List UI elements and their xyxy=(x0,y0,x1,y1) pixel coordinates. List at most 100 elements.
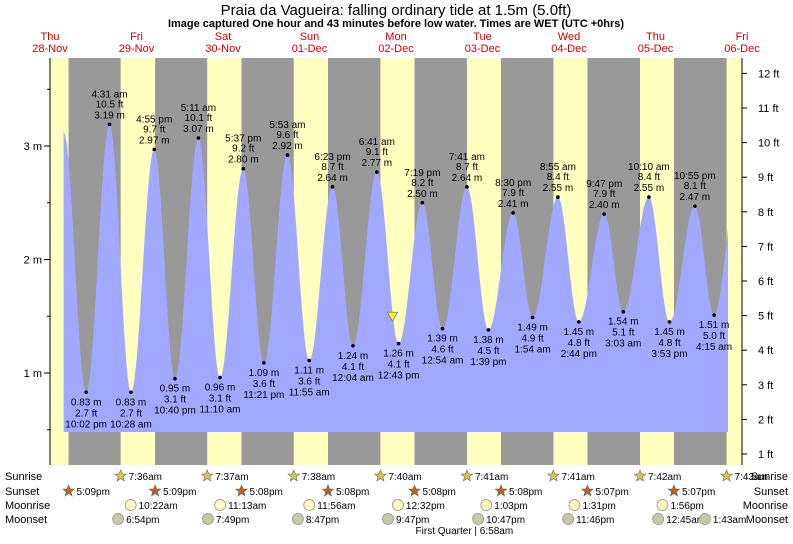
tide-point xyxy=(307,358,311,363)
tide-low-metres-label: 0.83 m xyxy=(116,397,147,408)
sunrise-icon xyxy=(287,469,301,482)
tide-high-metres-label: 2.55 m xyxy=(543,183,574,194)
tide-low-feet-label: 4.1 ft xyxy=(342,362,364,373)
tide-high-time-label: 6:23 pm xyxy=(314,152,350,163)
tide-high-time-label: 8:55 am xyxy=(540,162,576,173)
tide-high-metres-label: 2.92 m xyxy=(272,141,303,152)
tide-low-feet-label: 4.5 ft xyxy=(477,346,499,357)
tide-high-time-label: 5:53 am xyxy=(269,120,305,131)
tide-high-metres-label: 2.41 m xyxy=(498,199,529,210)
row-label-left-moonset: Moonset xyxy=(5,514,47,526)
right-axis-label: 2 ft xyxy=(758,414,773,426)
tide-low-feet-label: 4.8 ft xyxy=(568,338,590,349)
moonset-icon xyxy=(382,513,394,525)
day-name-label: Wed xyxy=(558,31,580,43)
tide-high-time-label: 7:19 pm xyxy=(404,168,440,179)
sunset-icon xyxy=(580,484,594,497)
sunset-icon xyxy=(494,484,508,497)
day-date-label: 04-Dec xyxy=(551,43,587,55)
moonrise-icon xyxy=(214,499,227,511)
tide-low-metres-label: 0.95 m xyxy=(160,384,191,395)
moonset-time: 9:47pm xyxy=(396,515,429,526)
sunset-time: 5:07pm xyxy=(682,487,715,498)
tide-low-time-label: 4:15 am xyxy=(696,342,732,353)
tide-low-metres-label: 1.49 m xyxy=(517,322,548,333)
day-date-label: 29-Nov xyxy=(119,43,155,55)
moonrise-icon xyxy=(124,499,137,511)
tide-point xyxy=(196,136,201,140)
day-name-label: Thu xyxy=(41,31,60,43)
tide-high-metres-label: 2.40 m xyxy=(589,200,620,211)
tide-point xyxy=(84,390,88,395)
tide-low-metres-label: 1.45 m xyxy=(654,327,685,338)
sunset-time: 5:07pm xyxy=(595,487,628,498)
moonset-time: 8:47pm xyxy=(306,515,339,526)
tide-point xyxy=(107,122,112,127)
moonrise-time: 1:03pm xyxy=(494,501,527,512)
tide-high-feet-label: 10.5 ft xyxy=(96,99,124,110)
current-level-marker xyxy=(386,311,399,323)
tide-low-metres-label: 1.26 m xyxy=(383,348,414,359)
tide-high-feet-label: 9.6 ft xyxy=(276,130,298,141)
sunset-icon xyxy=(62,484,76,497)
sunrise-icon xyxy=(720,469,734,482)
tide-area xyxy=(63,124,729,433)
sunset-time: 5:09pm xyxy=(77,487,110,498)
tide-point xyxy=(396,341,401,346)
tide-point xyxy=(556,195,560,199)
tide-high-time-label: 5:11 am xyxy=(181,103,216,114)
tide-high-time-label: 5:37 pm xyxy=(225,134,261,145)
moonset-time: 6:54pm xyxy=(126,515,159,526)
day-name-label: Mon xyxy=(385,31,406,43)
right-axis-label: 8 ft xyxy=(758,207,773,219)
moonrise-time: 1:31pm xyxy=(582,501,615,512)
tide-high-feet-label: 9.7 ft xyxy=(143,124,165,135)
tide-high-metres-label: 2.55 m xyxy=(634,183,665,194)
moonrise-time: 12:32pm xyxy=(406,501,445,512)
chart-title: Praia da Vagueira: falling ordinary tide… xyxy=(221,2,572,19)
moonrise-icon xyxy=(568,499,581,511)
tide-point xyxy=(712,313,716,317)
moonrise-time: 10:22am xyxy=(139,501,178,512)
right-axis-label: 1 ft xyxy=(758,449,773,461)
sunrise-time: 7:41am xyxy=(475,472,508,483)
sunrise-time: 7:41am xyxy=(561,472,594,483)
tide-low-feet-label: 2.7 ft xyxy=(120,408,142,419)
tide-low-metres-label: 0.83 m xyxy=(71,397,102,408)
tide-point xyxy=(330,185,335,189)
tide-high-time-label: 10:55 pm xyxy=(674,171,716,182)
moonset-icon xyxy=(652,513,665,525)
right-axis-label: 5 ft xyxy=(758,311,773,323)
tide-high-feet-label: 9.2 ft xyxy=(232,144,254,155)
tide-high-metres-label: 2.50 m xyxy=(407,189,438,200)
tide-high-feet-label: 8.4 ft xyxy=(547,172,569,183)
tide-point xyxy=(262,360,266,365)
tide-low-feet-label: 4.8 ft xyxy=(658,338,680,349)
tide-high-metres-label: 3.19 m xyxy=(94,110,125,121)
right-axis-label: 6 ft xyxy=(758,276,773,288)
tide-point xyxy=(241,166,246,171)
tide-low-time-label: 2:44 pm xyxy=(561,349,597,360)
day-name-label: Fri xyxy=(736,31,749,43)
tide-low-feet-label: 3.6 ft xyxy=(298,377,320,388)
tide-low-metres-label: 1.45 m xyxy=(564,327,595,338)
right-axis-label: 10 ft xyxy=(758,138,779,150)
moonset-icon xyxy=(202,513,214,525)
tide-point xyxy=(465,185,469,189)
moonset-time: 11:46pm xyxy=(576,515,614,526)
tide-low-time-label: 10:28 am xyxy=(110,419,152,430)
tide-low-metres-label: 1.54 m xyxy=(608,317,639,328)
tide-low-time-label: 3:03 am xyxy=(605,339,641,350)
tide-point xyxy=(693,204,697,208)
tide-low-metres-label: 1.39 m xyxy=(427,334,458,345)
day-date-label: 30-Nov xyxy=(205,43,241,55)
day-date-label: 05-Dec xyxy=(638,43,674,55)
sunrise-time: 7:38am xyxy=(302,472,335,483)
sunset-icon xyxy=(667,484,681,497)
tide-high-feet-label: 9.1 ft xyxy=(366,147,388,158)
tide-point xyxy=(129,390,133,395)
tide-low-feet-label: 3.1 ft xyxy=(209,394,231,405)
tide-low-feet-label: 4.9 ft xyxy=(521,333,543,344)
